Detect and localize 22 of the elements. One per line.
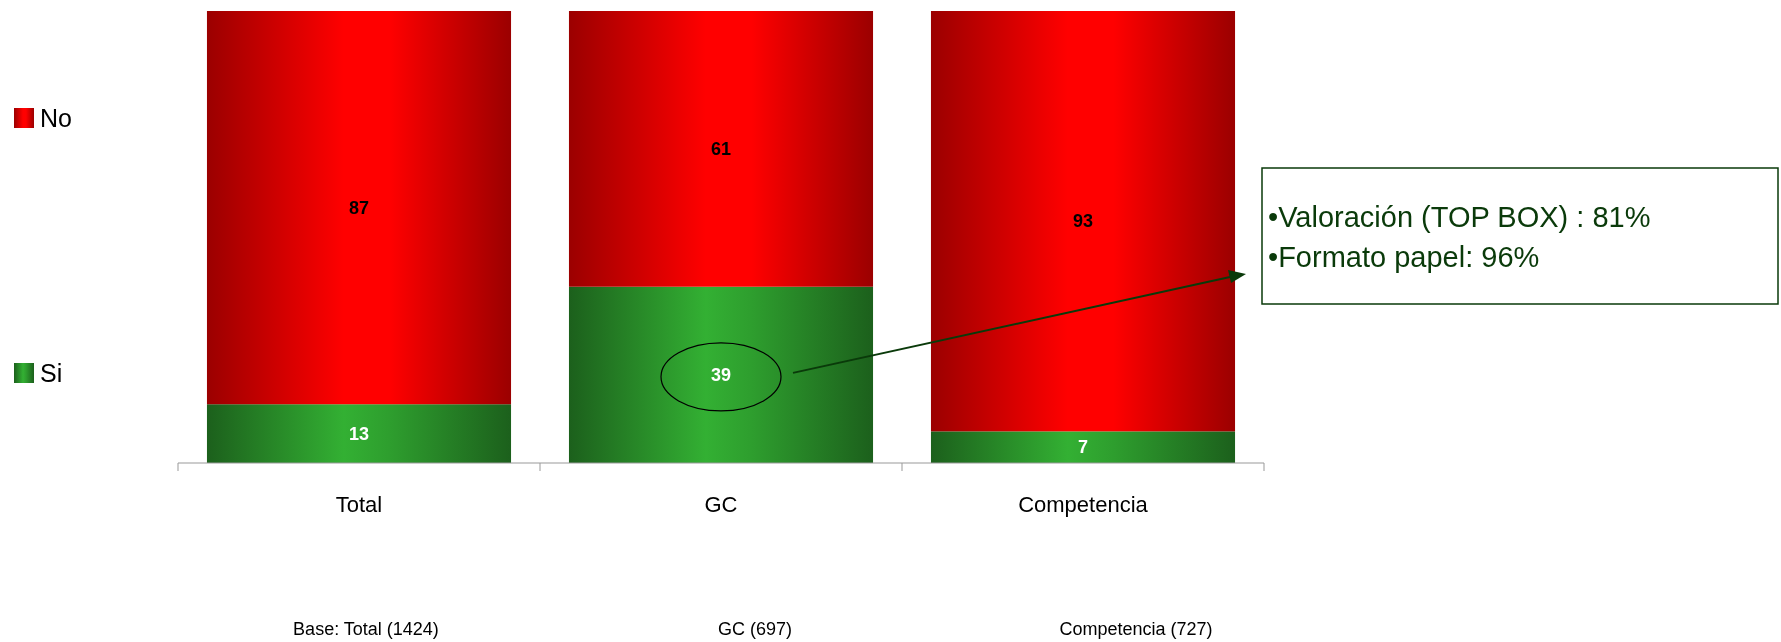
data-label: 87 bbox=[348, 197, 370, 218]
legend-label: No bbox=[40, 104, 72, 132]
text: Base: Total (1424) bbox=[293, 619, 439, 639]
x-tick-label: GC bbox=[704, 492, 738, 517]
data-label: 93 bbox=[1072, 211, 1094, 232]
bar bbox=[206, 11, 512, 405]
data-label: 13 bbox=[348, 423, 370, 444]
legend-label: Si bbox=[40, 359, 63, 387]
bar bbox=[568, 286, 874, 463]
bar bbox=[206, 404, 512, 463]
bar bbox=[568, 11, 874, 287]
text: •Formato papel: 96% bbox=[1268, 241, 1540, 273]
text: Competencia (727) bbox=[1059, 619, 1213, 639]
x-tick-label: Total bbox=[335, 492, 383, 517]
x-tick-label: Competencia bbox=[1018, 492, 1149, 517]
data-label: 61 bbox=[710, 138, 732, 159]
bar bbox=[930, 431, 1236, 463]
text: •Valoración (TOP BOX) : 81% bbox=[1268, 201, 1651, 233]
text: GC (697) bbox=[717, 619, 793, 639]
bar bbox=[930, 11, 1236, 432]
data-label: 7 bbox=[1077, 437, 1089, 458]
data-label: 39 bbox=[710, 364, 732, 385]
